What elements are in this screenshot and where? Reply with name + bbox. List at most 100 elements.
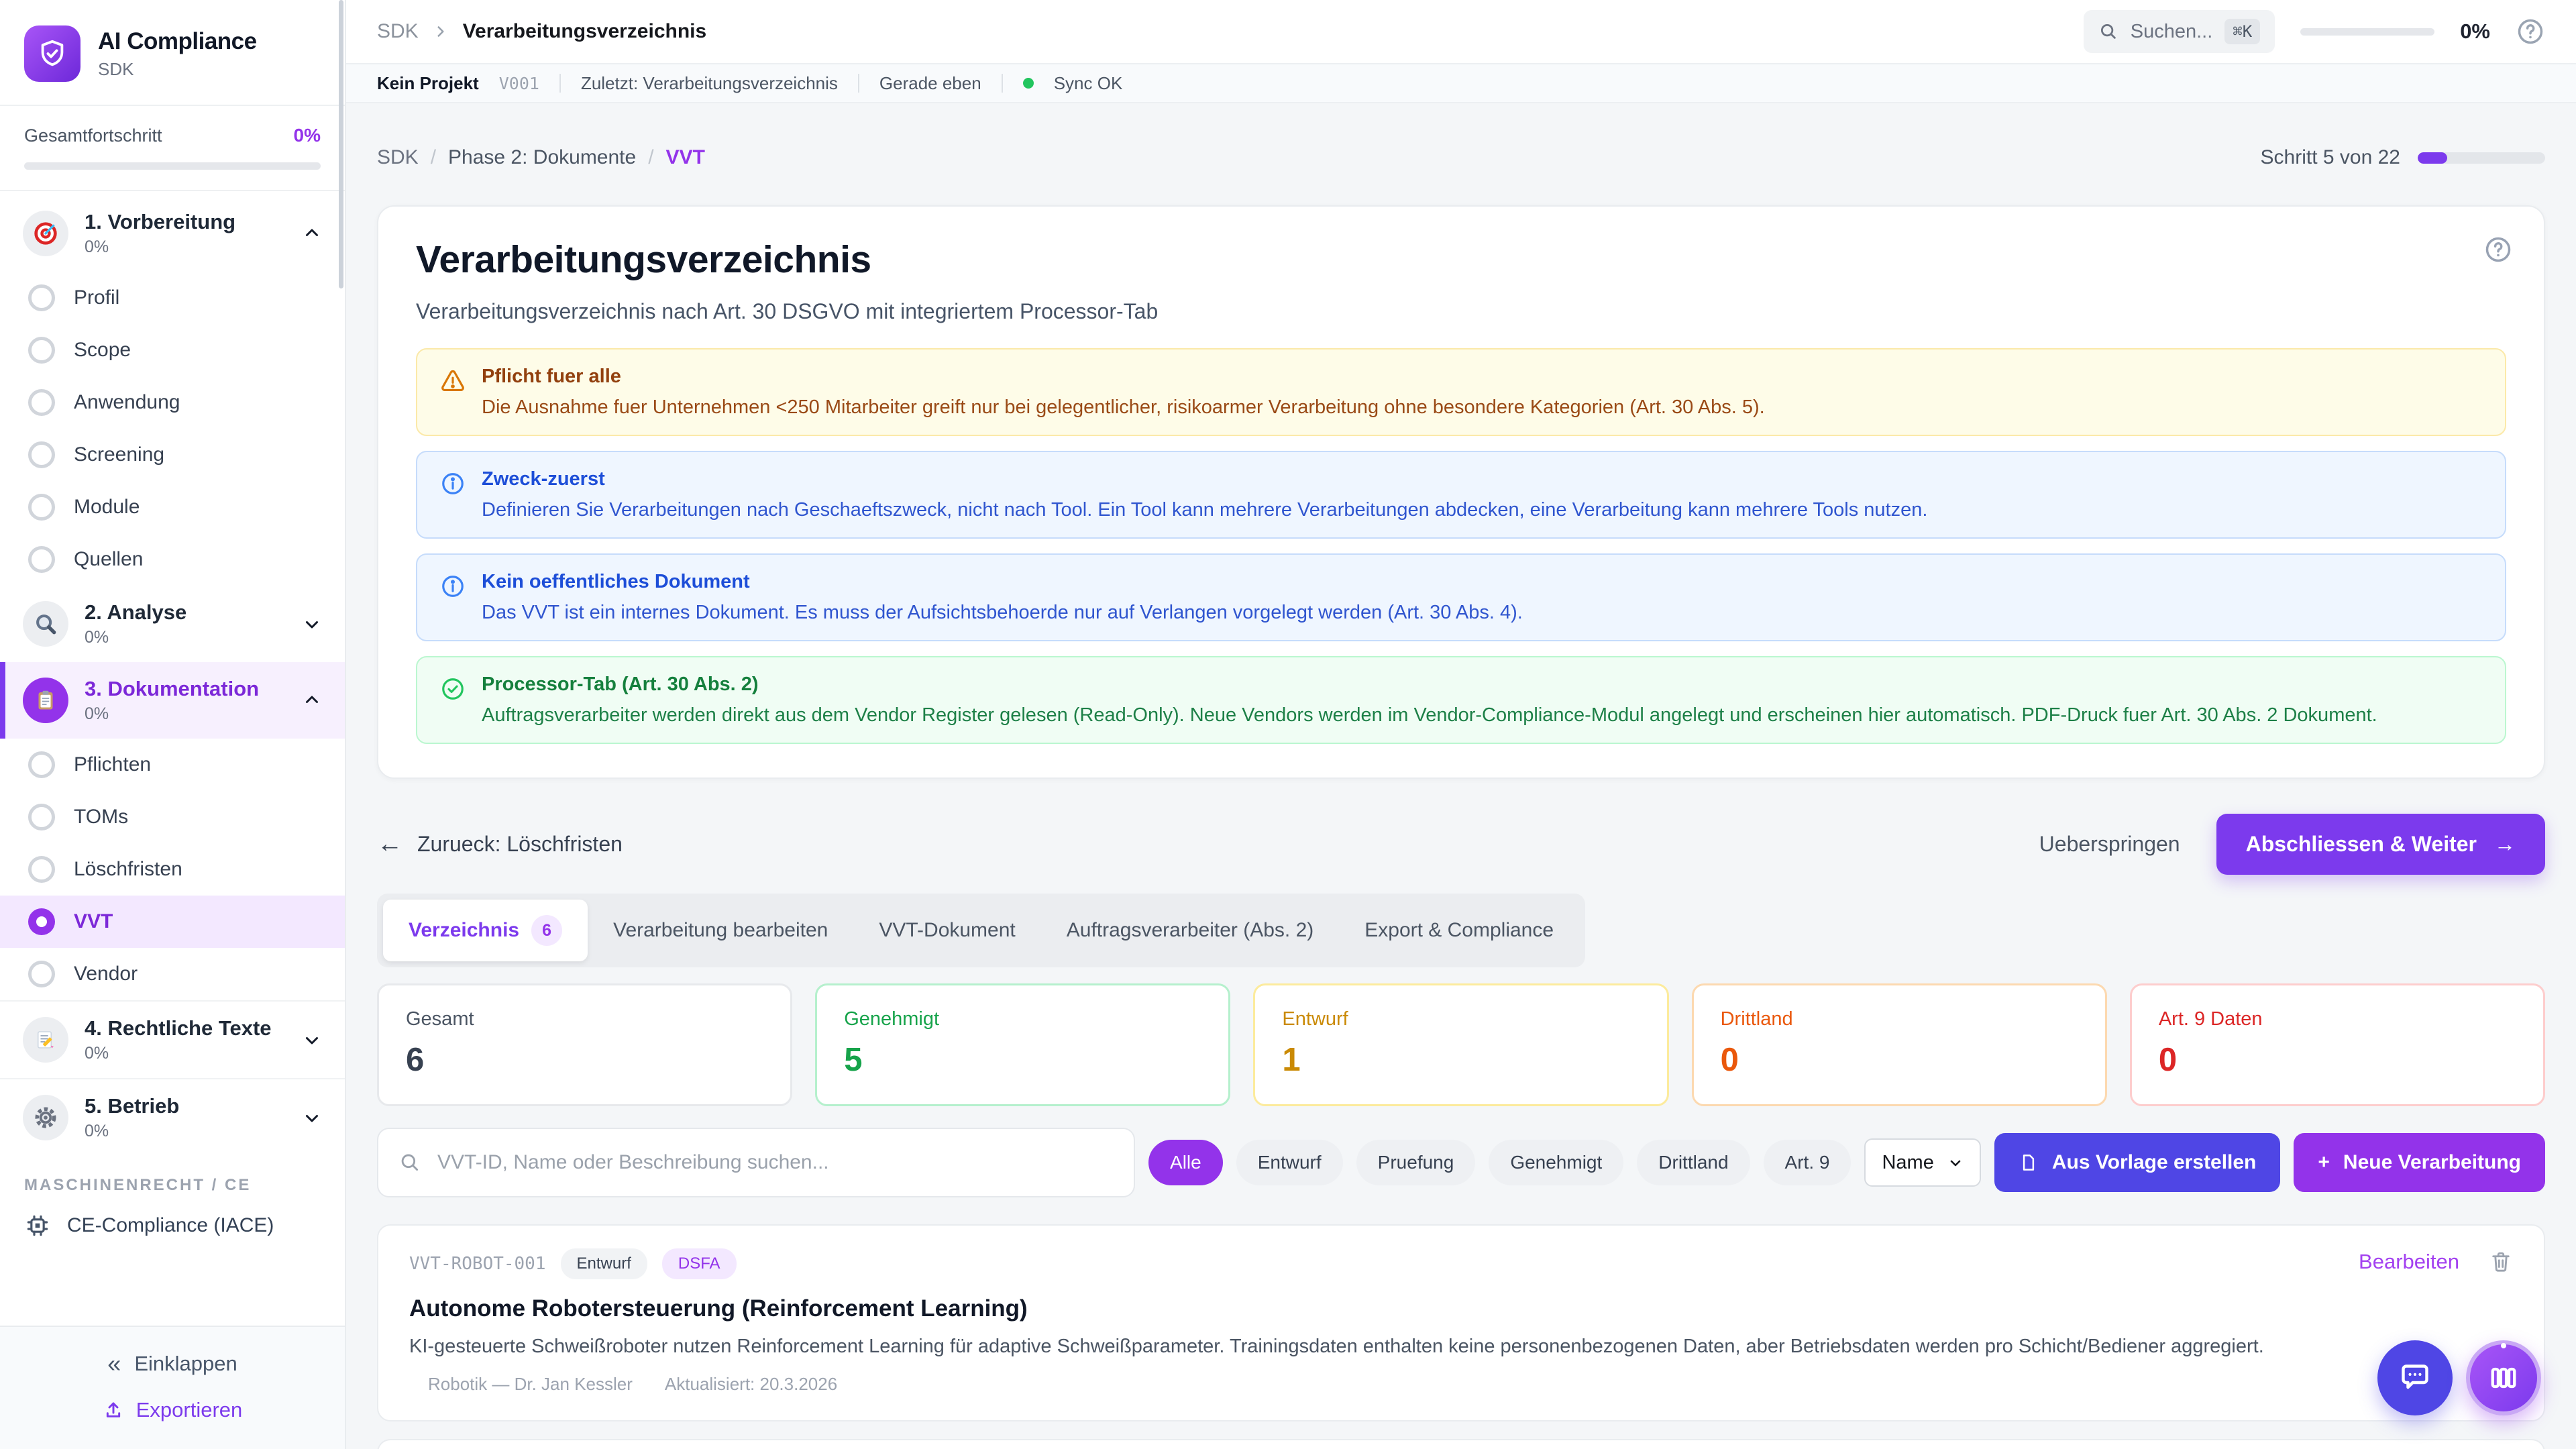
sidebar-section-betrieb[interactable]: 5. Betrieb 0% — [0, 1078, 345, 1156]
section-label: 4. Rechtliche Texte — [85, 1016, 272, 1040]
page-content: SDK / Phase 2: Dokumente / VVT Schritt 5… — [346, 103, 2576, 1449]
alert-warning: Pflicht fuer alle Die Ausnahme fuer Unte… — [416, 348, 2506, 436]
sidebar-item-screening[interactable]: Screening — [0, 429, 345, 481]
export-button[interactable]: Exportieren — [103, 1398, 242, 1422]
title-card: Verarbeitungsverzeichnis Verarbeitungsve… — [377, 205, 2545, 779]
separator: / — [430, 146, 437, 168]
radio-icon — [28, 961, 55, 987]
filter-pill-pruefung[interactable]: Pruefung — [1356, 1140, 1476, 1185]
edit-button[interactable]: Bearbeiten — [2359, 1250, 2459, 1273]
radio-icon — [28, 389, 55, 416]
filter-pill-genehmigt[interactable]: Genehmigt — [1489, 1140, 1624, 1185]
target-icon — [23, 211, 68, 256]
sidebar-item-ce-compliance[interactable]: CE-Compliance (IACE) — [0, 1203, 345, 1259]
alert-title: Kein oeffentliches Dokument — [482, 571, 750, 592]
sidebar-item-pflichten[interactable]: Pflichten — [0, 739, 345, 791]
filter-pill-alle[interactable]: Alle — [1148, 1140, 1223, 1185]
complete-next-button[interactable]: Abschliessen & Weiter → — [2216, 814, 2545, 875]
tab-verarbeitung-bearbeiten[interactable]: Verarbeitung bearbeiten — [588, 900, 853, 961]
help-icon[interactable] — [2483, 235, 2513, 264]
section-percent: 0% — [85, 237, 109, 256]
radio-icon — [28, 751, 55, 778]
document-icon — [2019, 1152, 2039, 1173]
tab-verzeichnis[interactable]: Verzeichnis 6 — [383, 900, 588, 961]
stat-label: Entwurf — [1282, 1008, 1348, 1030]
stat-value: 1 — [1282, 1042, 1301, 1078]
sidebar-section-analyse[interactable]: 2. Analyse 0% — [0, 586, 345, 662]
record-title: Autonome Robotersteuerung (Reinforcement… — [409, 1295, 1028, 1322]
stat-value: 0 — [1720, 1042, 1739, 1078]
filter-pill-entwurf[interactable]: Entwurf — [1236, 1140, 1343, 1185]
radio-icon — [28, 494, 55, 521]
alert-title: Processor-Tab (Art. 30 Abs. 2) — [482, 674, 759, 695]
divider — [1001, 74, 1003, 93]
sidebar-item-scope[interactable]: Scope — [0, 324, 345, 376]
app-name: AI Compliance — [98, 28, 257, 54]
page-breadcrumb-root[interactable]: SDK — [377, 146, 419, 168]
board-view-button[interactable] — [2466, 1340, 2541, 1415]
back-button[interactable]: ← Zurueck: Löschfristen — [377, 830, 623, 859]
sidebar-item-quellen[interactable]: Quellen — [0, 533, 345, 586]
new-processing-button[interactable]: + Neue Verarbeitung — [2294, 1133, 2545, 1192]
project-name: Kein Projekt — [377, 72, 479, 93]
last-visited: Zuletzt: Verarbeitungsverzeichnis — [580, 72, 838, 93]
search-icon — [2098, 21, 2118, 42]
step-progress: Schritt 5 von 22 — [2261, 146, 2545, 169]
global-search-input[interactable]: Suchen... ⌘K — [2083, 10, 2275, 53]
vvt-search-input[interactable]: VVT-ID, Name oder Beschreibung suchen... — [377, 1128, 1136, 1197]
collapse-sidebar-button[interactable]: « Einklappen — [107, 1350, 237, 1378]
chat-assistant-button[interactable] — [2377, 1340, 2453, 1415]
sidebar-item-module[interactable]: Module — [0, 481, 345, 533]
sidebar-item-anwendung[interactable]: Anwendung — [0, 376, 345, 429]
filter-row: VVT-ID, Name oder Beschreibung suchen...… — [377, 1128, 2545, 1197]
arrow-left-icon: ← — [377, 830, 402, 858]
trash-icon[interactable] — [2489, 1250, 2513, 1274]
radio-icon — [28, 546, 55, 573]
sidebar-section-dokumentation[interactable]: 3. Dokumentation 0% — [0, 662, 345, 739]
tab-label: Verzeichnis — [409, 919, 520, 941]
sidebar-item-toms[interactable]: TOMs — [0, 791, 345, 843]
alert-body: Die Ausnahme fuer Unternehmen <250 Mitar… — [482, 396, 1765, 418]
sidebar-item-profil[interactable]: Profil — [0, 272, 345, 324]
magnifier-icon — [23, 601, 68, 647]
chevron-down-icon — [302, 614, 322, 634]
tab-label: VVT-Dokument — [879, 919, 1016, 941]
sidebar-scrollbar[interactable] — [339, 0, 343, 288]
overall-progress-label: Gesamtfortschritt — [24, 125, 162, 146]
version-code: V001 — [498, 73, 539, 93]
step-progress-bar — [2418, 152, 2545, 164]
create-from-template-button[interactable]: Aus Vorlage erstellen — [1994, 1133, 2281, 1192]
sidebar-section-rechtliche-texte[interactable]: 4. Rechtliche Texte 0% — [0, 1000, 345, 1078]
page-breadcrumb-phase[interactable]: Phase 2: Dokumente — [448, 146, 637, 168]
tab-export-compliance[interactable]: Export & Compliance — [1339, 900, 1579, 961]
sidebar-item-label: Scope — [74, 339, 131, 361]
filter-pill-drittland[interactable]: Drittland — [1637, 1140, 1750, 1185]
breadcrumb-root[interactable]: SDK — [377, 20, 419, 42]
stat-value: 0 — [2158, 1042, 2178, 1078]
tab-label: Auftragsverarbeiter (Abs. 2) — [1066, 919, 1314, 941]
section-percent: 0% — [85, 628, 109, 647]
sidebar-section-vorbereitung[interactable]: 1. Vorbereitung 0% — [0, 195, 345, 272]
sidebar-item-loeschfristen[interactable]: Löschfristen — [0, 843, 345, 896]
stat-label: Drittland — [1720, 1008, 1793, 1030]
search-placeholder: Suchen... — [2130, 20, 2213, 42]
tab-auftragsverarbeiter[interactable]: Auftragsverarbeiter (Abs. 2) — [1041, 900, 1339, 961]
page-subtitle: Verarbeitungsverzeichnis nach Art. 30 DS… — [416, 299, 1159, 323]
shield-check-icon — [37, 38, 68, 69]
filter-pill-art9[interactable]: Art. 9 — [1763, 1140, 1851, 1185]
stat-label: Art. 9 Daten — [2158, 1008, 2263, 1030]
breadcrumb-current: Verarbeitungsverzeichnis — [462, 20, 707, 42]
sidebar-item-vendor[interactable]: Vendor — [0, 948, 345, 1000]
skip-button[interactable]: Ueberspringen — [2039, 832, 2180, 856]
divider — [0, 105, 345, 106]
sidebar-item-label: CE-Compliance (IACE) — [67, 1214, 274, 1236]
stat-card-entwurf: Entwurf 1 — [1253, 983, 1669, 1106]
sort-select[interactable]: Name — [1864, 1138, 1981, 1187]
sidebar-item-vvt[interactable]: VVT — [0, 896, 345, 948]
breadcrumb: SDK Verarbeitungsverzeichnis — [377, 20, 706, 43]
chevron-right-icon — [432, 23, 449, 40]
tab-vvt-dokument[interactable]: VVT-Dokument — [853, 900, 1040, 961]
chevron-down-icon — [1947, 1155, 1964, 1171]
vvt-record-card: VVT-ROBOT-001 Entwurf DSFA Autonome Robo… — [377, 1224, 2545, 1421]
help-icon[interactable] — [2516, 17, 2545, 46]
